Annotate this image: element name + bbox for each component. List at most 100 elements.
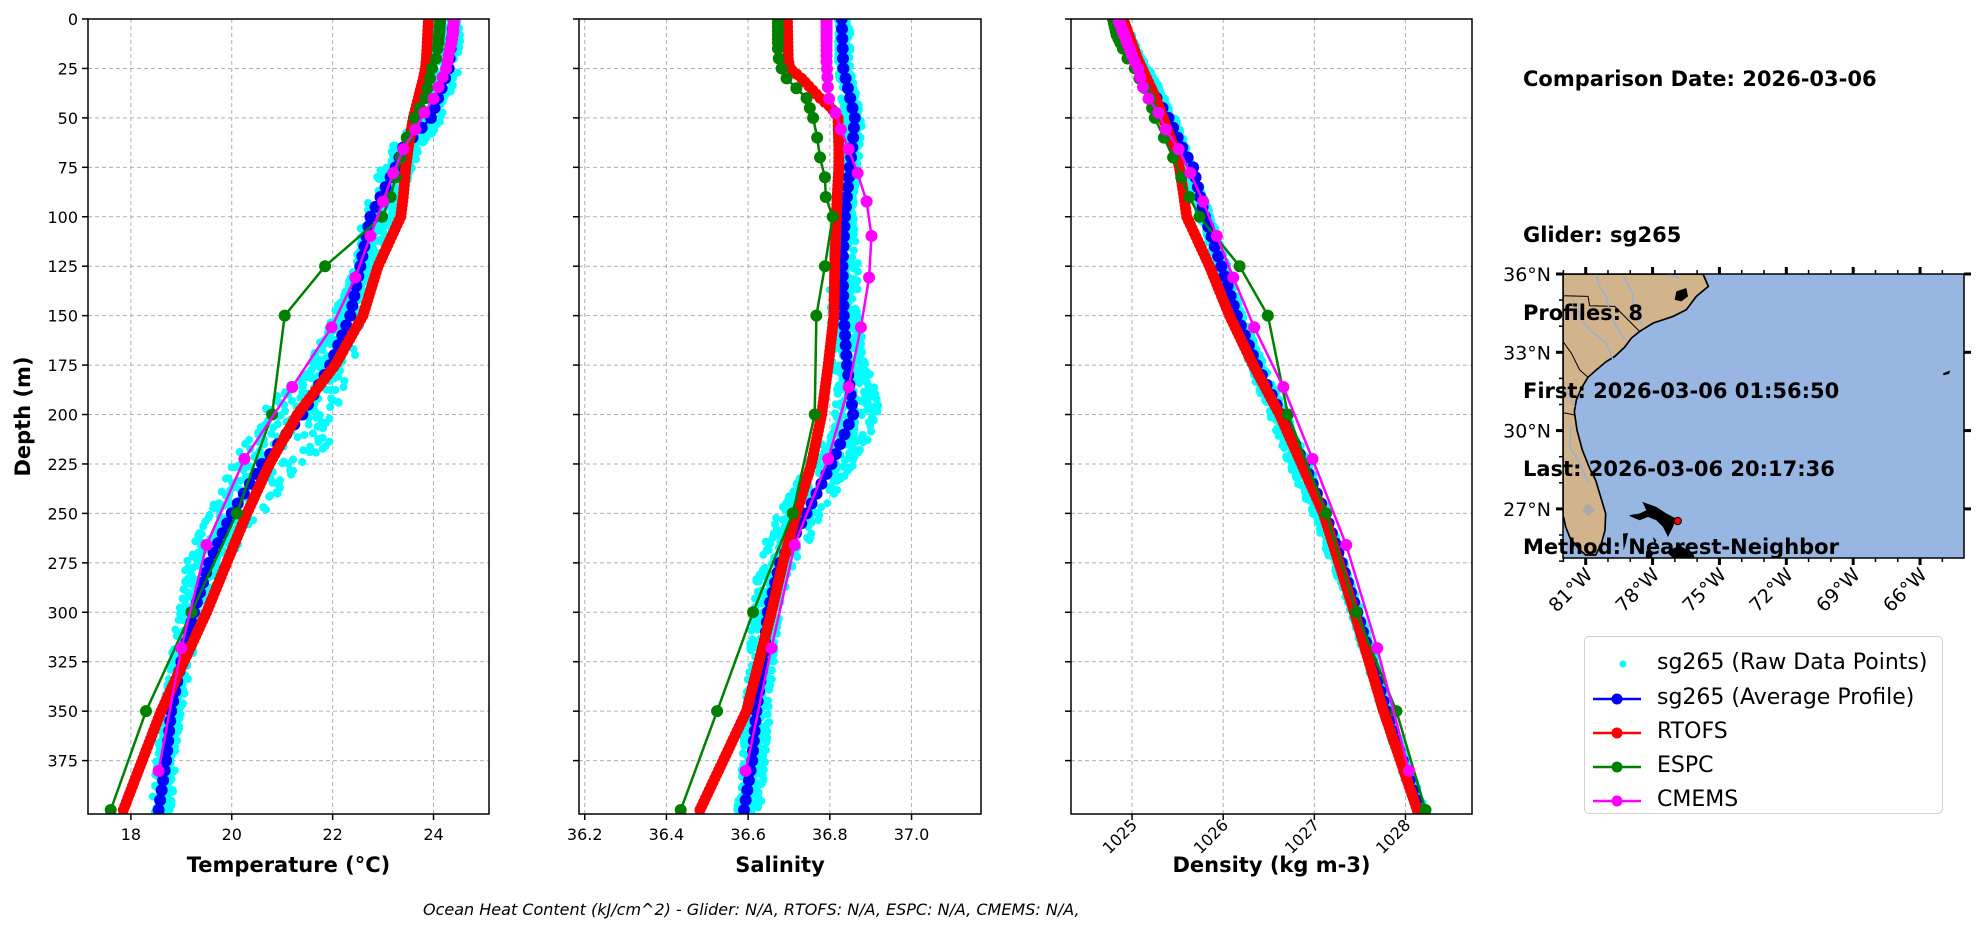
- series-marker: [847, 121, 860, 134]
- series-marker: [834, 438, 847, 451]
- axes-frame: [1070, 18, 1473, 815]
- series-marker: [319, 260, 332, 273]
- series-marker: [409, 123, 422, 136]
- raw-data-point: [287, 470, 296, 479]
- temperature-series: [104, 19, 465, 814]
- raw-data-point: [793, 552, 802, 561]
- series-marker: [1184, 167, 1197, 180]
- series-marker: [238, 453, 251, 466]
- legend-item-rtofs: RTOFS: [1585, 716, 1942, 750]
- series-marker: [847, 408, 860, 421]
- last-profile-time: Last: 2026-03-06 20:17:36: [1523, 457, 1835, 481]
- series-marker: [790, 82, 803, 95]
- cmems-series: [152, 19, 460, 777]
- raw-data-point: [772, 513, 781, 522]
- raw-data-point: [746, 646, 755, 655]
- series-marker: [807, 111, 820, 124]
- raw-data-point: [293, 433, 302, 442]
- series-marker: [818, 260, 831, 273]
- y-tick-label: 100: [47, 208, 78, 227]
- series-marker: [837, 309, 850, 322]
- series-marker: [154, 794, 167, 807]
- raw-data-point: [752, 577, 761, 586]
- series-marker: [863, 271, 876, 284]
- raw-data-point: [859, 438, 868, 447]
- x-tick-label: 18: [121, 825, 141, 844]
- series-marker: [836, 279, 849, 292]
- y-tick-label: 325: [47, 653, 78, 672]
- raw-data-point: [765, 685, 774, 694]
- series-marker: [1159, 123, 1172, 136]
- raw-data-point: [769, 657, 778, 666]
- series-marker: [836, 52, 849, 65]
- salinity-series: [674, 19, 883, 814]
- raw-data-point: [266, 491, 275, 500]
- series-marker: [811, 131, 824, 144]
- series-marker: [1183, 190, 1196, 203]
- x-tick-label: 22: [322, 825, 342, 844]
- raw-data-point: [774, 530, 783, 539]
- series-marker: [839, 339, 852, 352]
- series-marker: [826, 210, 839, 223]
- series-marker: [426, 62, 439, 75]
- raw-data-point: [267, 429, 276, 438]
- y-tick-label: 75: [58, 158, 78, 177]
- espc-series: [674, 19, 839, 814]
- series-marker: [157, 774, 170, 787]
- temperature-panel: 0 25 50 75 100 125 150 175 200 225 250 275 300 325 350…: [11, 10, 490, 877]
- series-marker: [694, 804, 706, 814]
- series-marker: [1142, 92, 1155, 105]
- series-marker: [738, 804, 751, 814]
- raw-data-point: [209, 504, 218, 513]
- series-marker: [741, 784, 754, 797]
- series-marker: [739, 794, 752, 807]
- series-marker: [788, 539, 801, 552]
- series-marker: [325, 321, 338, 334]
- raw-data-point: [241, 439, 250, 448]
- series-marker: [841, 181, 854, 194]
- raw-data-point: [872, 395, 881, 404]
- series-marker: [1350, 606, 1363, 619]
- series-marker: [775, 62, 788, 75]
- raw-data-point: [305, 448, 314, 457]
- series-marker: [1193, 210, 1206, 223]
- series-marker: [152, 764, 165, 777]
- raw-data-point: [287, 396, 296, 405]
- series-marker: [1277, 381, 1290, 394]
- series-marker: [423, 72, 436, 85]
- series-marker: [349, 271, 362, 284]
- series-marker: [397, 143, 410, 156]
- series-marker: [344, 309, 357, 322]
- raw-data-point: [747, 626, 756, 635]
- red-line-marker-icon: [1593, 727, 1641, 739]
- series-marker: [865, 229, 878, 242]
- y-tick-label: 50: [58, 109, 78, 128]
- series-marker: [1419, 804, 1432, 814]
- series-marker: [104, 804, 117, 814]
- raw-data-point: [326, 402, 335, 411]
- x-axis-label: Temperature (°C): [187, 853, 390, 877]
- raw-data-point: [168, 767, 177, 776]
- series-marker: [786, 507, 799, 520]
- series-marker: [839, 200, 852, 213]
- x-tick-label: 1027: [1281, 815, 1323, 857]
- series-marker: [430, 52, 443, 65]
- salinity-panel: 36.2 36.4 36.6 36.8 37.0 Salinity: [567, 18, 982, 877]
- map-canvas: [1563, 274, 1964, 558]
- legend-item-average: sg265 (Average Profile): [1585, 682, 1942, 716]
- series-marker: [1136, 81, 1149, 94]
- x-tick-label: 36.6: [730, 825, 766, 844]
- y-tick-label: 200: [47, 406, 78, 425]
- series-marker: [836, 42, 849, 55]
- raw-data-point: [867, 427, 876, 436]
- x-tick-label: 1026: [1190, 815, 1232, 857]
- map-lat-label: 27°N: [1503, 499, 1551, 521]
- series-marker: [848, 111, 861, 124]
- glider-position-marker: [1673, 516, 1682, 526]
- series-marker: [674, 804, 687, 814]
- series-marker: [1261, 309, 1274, 322]
- series-marker: [364, 210, 377, 223]
- cyan-dot-icon: [1619, 660, 1627, 668]
- x-axis-label: Salinity: [735, 853, 825, 877]
- series-marker: [364, 229, 377, 242]
